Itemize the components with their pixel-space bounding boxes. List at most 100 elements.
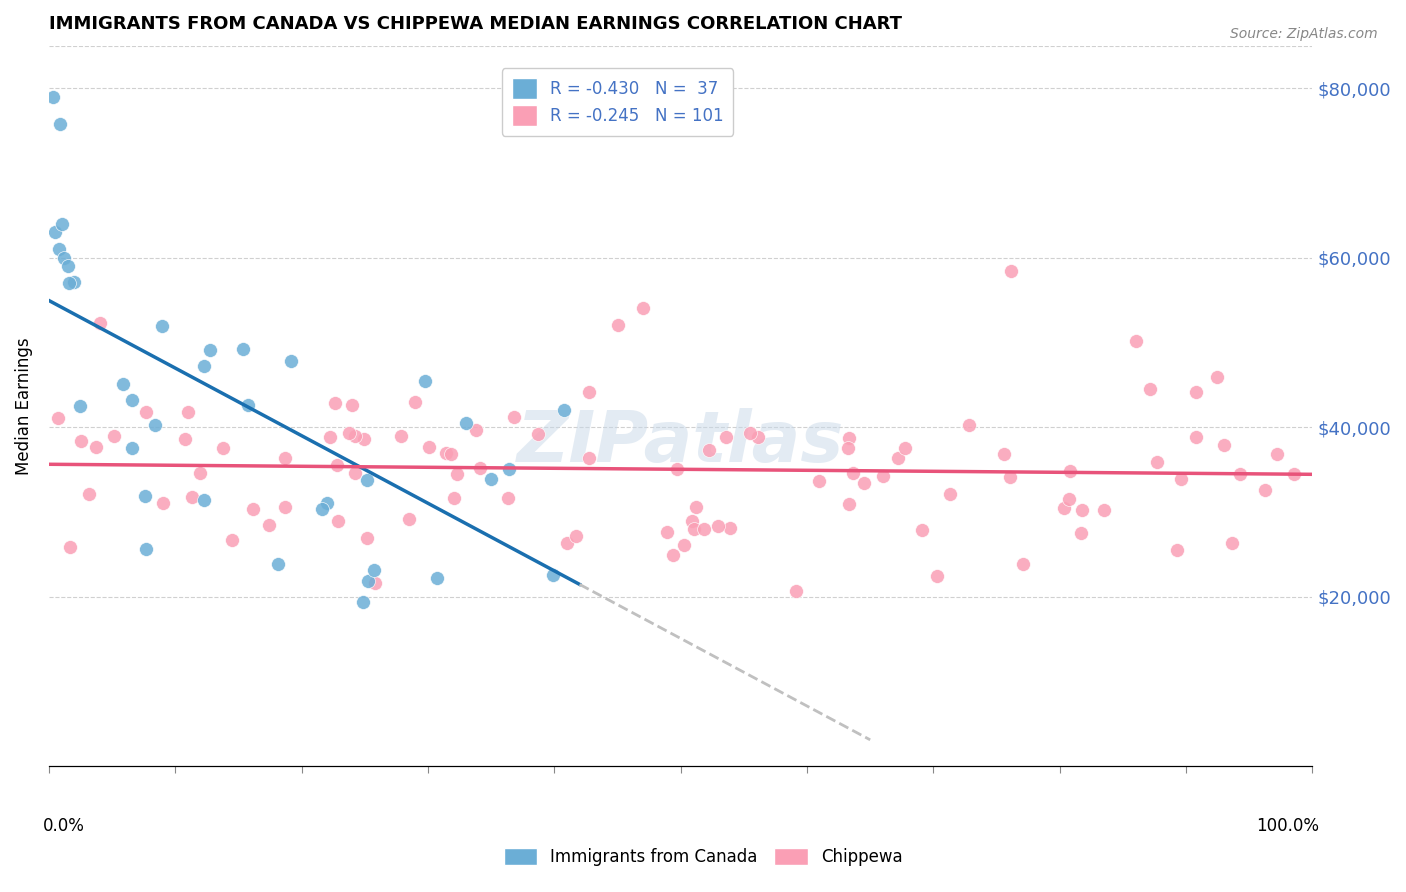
Point (121, 392, 143, 407)
Point (134, 489, 156, 503)
Point (872, 469, 894, 483)
Point (837, 441, 859, 455)
Point (398, 512, 420, 526)
Point (957, 418, 980, 433)
Point (44, 225, 66, 239)
Point (356, 531, 378, 545)
Point (911, 523, 934, 537)
Point (631, 301, 654, 316)
Point (1170, 472, 1192, 486)
Point (578, 384, 600, 399)
Point (894, 442, 917, 456)
Point (1053, 501, 1076, 516)
Point (1166, 543, 1188, 558)
Point (939, 487, 962, 501)
Point (143, 417, 166, 432)
Point (70, 434, 93, 448)
Point (714, 430, 737, 444)
Point (740, 425, 762, 440)
Point (89, 316, 111, 330)
Point (48, 242, 70, 256)
Point (1125, 334, 1147, 348)
Point (174, 432, 197, 446)
Point (1000, 263, 1022, 277)
Point (606, 318, 628, 333)
Point (699, 443, 721, 458)
Point (193, 493, 215, 508)
Point (707, 519, 730, 533)
Text: ZIPatlas: ZIPatlas (517, 408, 845, 476)
Point (553, 403, 575, 417)
Point (150, 319, 173, 334)
Point (1146, 454, 1168, 468)
Point (454, 416, 477, 430)
Point (418, 440, 440, 454)
Point (693, 522, 716, 536)
Point (103, 429, 125, 443)
Text: 0.0%: 0.0% (42, 817, 84, 835)
Point (785, 584, 807, 599)
Point (1254, 483, 1277, 497)
Point (51, 217, 73, 231)
Point (232, 342, 254, 356)
Point (84, 440, 107, 454)
Point (364, 576, 387, 591)
Point (311, 502, 333, 516)
Point (1222, 536, 1244, 550)
Point (808, 474, 831, 488)
Point (111, 377, 134, 392)
Point (1057, 491, 1080, 506)
Point (1265, 446, 1288, 460)
Point (316, 496, 339, 510)
Point (426, 571, 449, 585)
Point (464, 423, 486, 437)
Point (479, 472, 502, 486)
Point (993, 447, 1015, 461)
Point (49, 117, 72, 131)
Point (353, 432, 375, 446)
Legend: R = -0.430   N =  37, R = -0.245   N = 101: R = -0.430 N = 37, R = -0.245 N = 101 (502, 69, 734, 136)
Point (389, 428, 412, 442)
Point (56, 259, 79, 273)
Point (1185, 430, 1208, 444)
Point (363, 564, 385, 578)
Point (578, 451, 600, 466)
Point (434, 446, 457, 460)
Point (190, 466, 212, 480)
Point (340, 398, 363, 412)
Point (853, 475, 876, 490)
Point (842, 466, 865, 480)
Point (177, 405, 200, 419)
Point (1070, 526, 1092, 541)
Text: Source: ZipAtlas.com: Source: ZipAtlas.com (1230, 27, 1378, 41)
Point (200, 343, 222, 357)
Y-axis label: Median Earnings: Median Earnings (15, 337, 32, 475)
Point (443, 491, 465, 505)
Point (77, 487, 100, 501)
Point (326, 458, 349, 472)
Point (352, 595, 374, 609)
Point (838, 497, 860, 511)
Point (1012, 557, 1035, 571)
Point (1071, 503, 1094, 517)
Point (221, 533, 243, 548)
Point (468, 461, 491, 475)
Point (440, 447, 463, 461)
Point (356, 473, 378, 487)
Point (657, 525, 679, 540)
Point (681, 514, 703, 528)
Point (498, 491, 520, 505)
Point (1092, 502, 1115, 516)
Point (498, 461, 520, 475)
Point (526, 427, 548, 442)
Point (135, 405, 157, 419)
Point (502, 410, 524, 425)
Point (53, 251, 76, 265)
Point (1059, 464, 1081, 478)
Point (69, 399, 91, 413)
Point (838, 431, 860, 445)
Point (1206, 370, 1229, 384)
Point (236, 398, 259, 412)
Point (211, 442, 233, 456)
Point (267, 557, 290, 571)
